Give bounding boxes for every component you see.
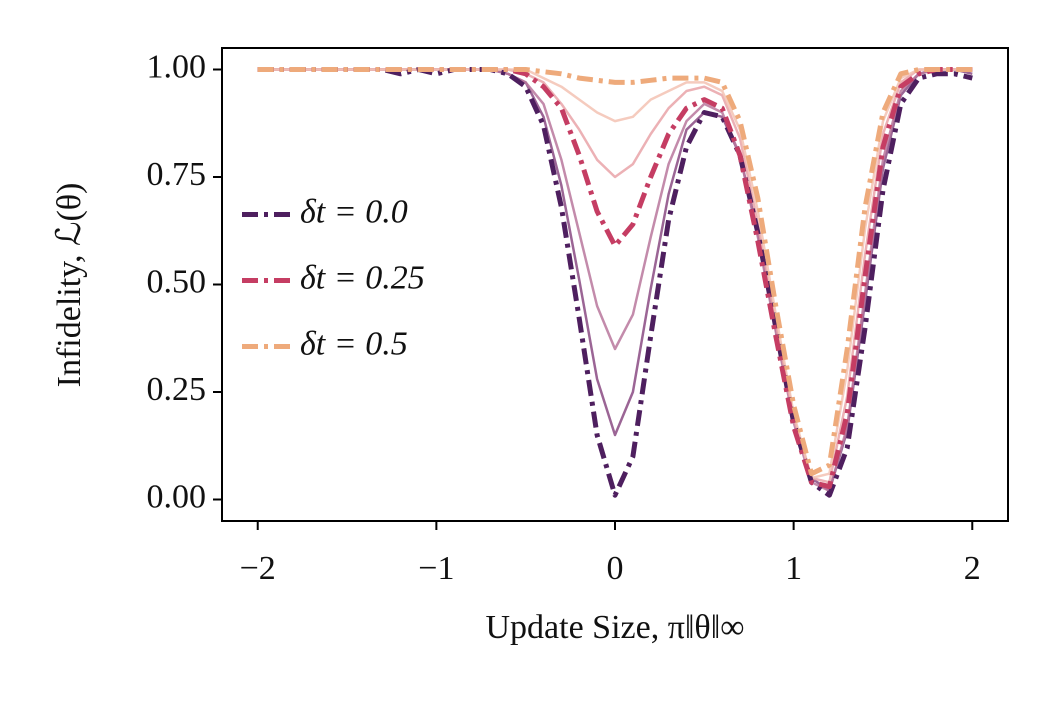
- y-tick-label: 1.00: [147, 48, 207, 85]
- x-axis-label: Update Size, π‖θ‖∞: [485, 609, 744, 646]
- y-tick-label: 0.75: [147, 156, 207, 193]
- series-line: [257, 67, 973, 477]
- legend-label: δt = 0.5: [300, 325, 408, 362]
- x-tick-label: 2: [964, 550, 981, 587]
- y-tick-label: 0.00: [147, 478, 207, 515]
- plot-frame: [221, 47, 1009, 522]
- y-axis-label: Infidelity, ℒ(θ): [51, 183, 88, 388]
- legend-label: δt = 0.0: [300, 193, 408, 230]
- x-tick-label: 1: [785, 550, 802, 587]
- x-tick-label: −1: [418, 550, 454, 587]
- legend-label: δt = 0.25: [300, 259, 425, 296]
- x-tick-label: −2: [240, 550, 276, 587]
- x-tick-label: 0: [607, 550, 624, 587]
- y-tick-label: 0.50: [147, 263, 207, 300]
- y-tick-label: 0.25: [147, 371, 207, 408]
